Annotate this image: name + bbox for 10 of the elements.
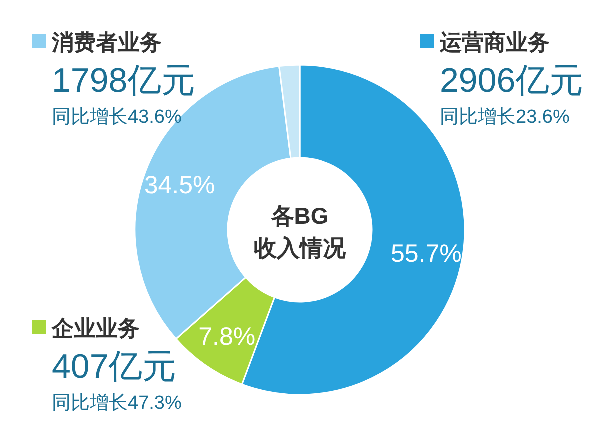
data-label: 34.5% bbox=[144, 172, 216, 200]
data-label: 55.7% bbox=[391, 240, 462, 268]
category-block: 运营商业务 2906亿元 同比增长23.6% bbox=[420, 30, 584, 128]
category-block: 消费者业务 1798亿元 同比增长43.6% bbox=[32, 30, 196, 128]
title: 各BG收入情况 bbox=[254, 203, 346, 261]
legend-label: 消费者业务 bbox=[51, 30, 162, 55]
legend-label: 运营商业务 bbox=[439, 30, 550, 55]
category-block: 企业业务 407亿元 同比增长47.3% bbox=[32, 316, 182, 414]
legend-label: 企业业务 bbox=[51, 316, 140, 341]
data-label: 7.8% bbox=[198, 322, 256, 351]
